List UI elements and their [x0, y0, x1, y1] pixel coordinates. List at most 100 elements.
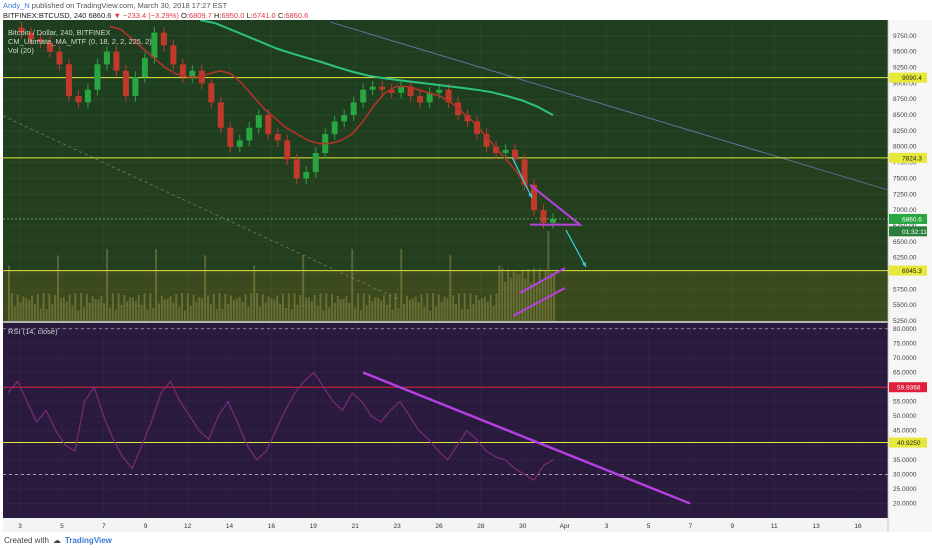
price-level-tag	[889, 265, 927, 276]
volume-bar	[466, 308, 469, 321]
volume-bar	[94, 298, 97, 321]
volume-bar	[377, 297, 380, 321]
volume-bar	[230, 295, 233, 321]
volume-bar	[489, 294, 492, 321]
price-level-tag	[889, 72, 927, 83]
volume-bar	[504, 281, 507, 321]
volume-bar	[547, 230, 550, 321]
candle-body	[160, 32, 167, 46]
volume-bar	[333, 302, 336, 321]
volume-bar	[530, 282, 533, 321]
candle-body	[550, 218, 556, 223]
low-value: 6741.0	[252, 11, 276, 20]
price-pane-lower-zone	[3, 270, 888, 321]
volume-bar	[48, 293, 51, 321]
volume-bar	[178, 306, 181, 321]
sma-slow-line	[199, 20, 554, 116]
volume-bar	[192, 294, 195, 321]
time-tick-label: 3	[18, 523, 22, 530]
volume-bar	[149, 293, 152, 321]
time-tick-label: 30	[519, 523, 527, 530]
volume-bar	[189, 305, 192, 321]
time-tick-label: 9	[144, 523, 148, 530]
volume-bar	[218, 293, 221, 321]
volume-bar	[91, 296, 94, 321]
candle-body	[417, 96, 424, 103]
volume-bar	[160, 295, 163, 321]
volume-bar	[54, 295, 57, 321]
price-tick-label: 7250.00	[893, 191, 917, 198]
price-tick-label: 9000.00	[893, 80, 917, 87]
volume-bar	[391, 309, 394, 321]
volume-bar	[486, 301, 489, 321]
volume-bar	[380, 300, 383, 321]
volume-bar	[506, 269, 509, 321]
price-tick-label: 8500.00	[893, 112, 917, 119]
candle-body	[246, 127, 253, 141]
volume-bar	[345, 296, 348, 321]
time-tick-label: 16	[268, 523, 276, 530]
volume-bar	[100, 295, 103, 321]
candle-body	[122, 70, 129, 97]
author-name[interactable]: Andy_N	[3, 1, 30, 10]
volume-bar	[13, 306, 16, 321]
candle-body	[502, 149, 509, 154]
time-tick-label: 26	[435, 523, 443, 530]
volume-bar	[258, 306, 261, 321]
candle-body	[141, 58, 148, 78]
volume-bar	[429, 310, 432, 321]
time-tick-label: 23	[393, 523, 401, 530]
volume-bar	[57, 255, 60, 321]
chart-canvas[interactable]: 5250.005500.005750.006000.006250.006500.…	[0, 20, 932, 532]
rsi-tick-label: 55.0000	[893, 399, 917, 406]
low-label: L:	[246, 11, 253, 20]
candle-body	[46, 42, 53, 52]
volume-bar	[356, 293, 359, 321]
candle-body	[493, 146, 500, 154]
volume-bar	[362, 293, 365, 321]
footer: Created with ☁ TradingView	[4, 536, 112, 545]
candle-body	[18, 27, 25, 33]
volume-bar	[296, 304, 299, 321]
volume-bar	[553, 272, 556, 321]
tradingview-brand[interactable]: TradingView	[64, 536, 112, 545]
volume-bar	[279, 303, 282, 321]
price-level-tag	[889, 152, 927, 163]
volume-bar	[460, 308, 463, 321]
volume-bar	[431, 293, 434, 321]
current-price-tag	[889, 226, 927, 237]
volume-bar	[449, 255, 452, 321]
close-label: C:	[277, 11, 286, 20]
projection-arrow-1	[511, 156, 533, 199]
candle-body	[37, 39, 44, 43]
volume-bar	[114, 309, 117, 321]
x-axis-background	[3, 518, 888, 532]
volume-bar	[527, 268, 530, 321]
current-price-tag	[889, 213, 927, 224]
sma-fast-line	[109, 25, 529, 189]
volume-bar	[351, 248, 354, 321]
price-tick-label: 9750.00	[893, 33, 917, 40]
volume-bar	[374, 297, 377, 321]
change-value: −233.4 (−3.29%)	[123, 11, 179, 20]
volume-bar	[103, 303, 106, 321]
volume-bar	[137, 294, 140, 321]
rsi-tick-label: 70.0000	[893, 355, 917, 362]
volume-bar	[371, 301, 374, 321]
volume-bar	[302, 255, 305, 321]
volume-bar	[420, 294, 423, 321]
rsi-tick-label: 45.0000	[893, 428, 917, 435]
candle-body	[464, 115, 471, 122]
volume-bar	[80, 293, 83, 321]
volume-bar	[475, 295, 478, 321]
candle-body	[369, 86, 376, 90]
price-tick-label: 7500.00	[893, 175, 917, 182]
volume-bar	[414, 296, 417, 321]
volume-channel-upper	[519, 267, 566, 294]
high-value: 6950.0	[221, 11, 245, 20]
volume-bar	[224, 293, 227, 321]
candle-body	[56, 51, 63, 65]
volume-bar	[221, 308, 224, 321]
price-tick-label: 8750.00	[893, 96, 917, 103]
volume-bar	[16, 294, 19, 321]
